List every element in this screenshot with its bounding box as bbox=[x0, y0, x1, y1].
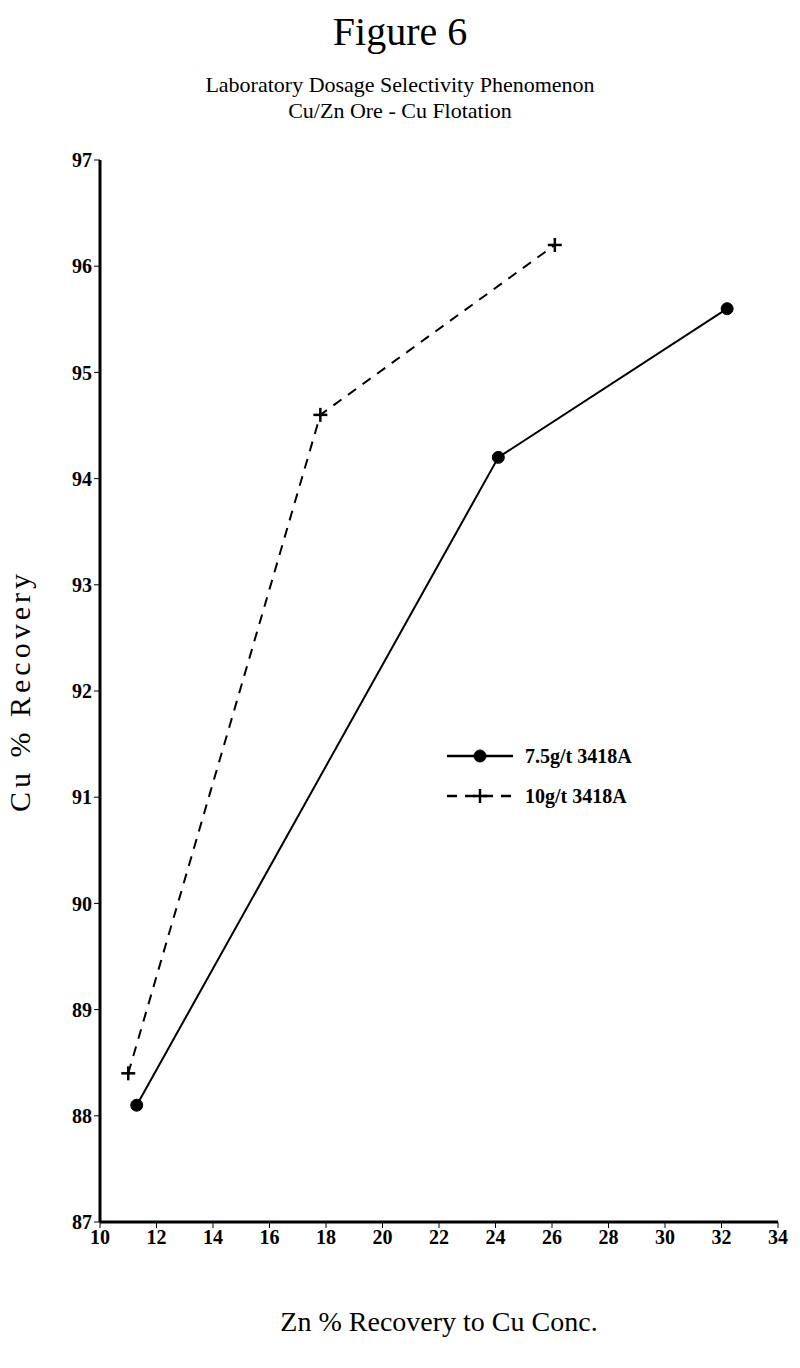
svg-text:97: 97 bbox=[72, 149, 92, 171]
html-text:Zn % Recovery to Cu Conc.: Zn % Recovery to Cu Conc. bbox=[280, 1306, 598, 1337]
svg-text:92: 92 bbox=[72, 680, 92, 702]
svg-text:96: 96 bbox=[72, 255, 92, 277]
html-text:Laboratory Dosage Selectivity: Laboratory Dosage Selectivity Phenomenon bbox=[205, 72, 595, 97]
html-text:10g/t 3418A: 10g/t 3418A bbox=[525, 784, 627, 807]
svg-text:24: 24 bbox=[486, 1226, 506, 1248]
svg-text:34: 34 bbox=[768, 1226, 788, 1248]
svg-text:10: 10 bbox=[90, 1226, 110, 1248]
svg-text:95: 95 bbox=[72, 362, 92, 384]
svg-text:28: 28 bbox=[599, 1226, 619, 1248]
svg-text:87: 87 bbox=[72, 1211, 92, 1233]
svg-text:90: 90 bbox=[72, 893, 92, 915]
svg-text:32: 32 bbox=[712, 1226, 732, 1248]
svg-text:93: 93 bbox=[72, 574, 92, 596]
html-text:Cu/Zn Ore - Cu Flotation: Cu/Zn Ore - Cu Flotation bbox=[288, 98, 512, 123]
svg-text:18: 18 bbox=[316, 1226, 336, 1248]
svg-text:16: 16 bbox=[260, 1226, 280, 1248]
svg-text:30: 30 bbox=[655, 1226, 675, 1248]
svg-text:94: 94 bbox=[72, 468, 92, 490]
svg-text:14: 14 bbox=[203, 1226, 223, 1248]
svg-text:88: 88 bbox=[72, 1105, 92, 1127]
html-text:Cu % Recovery: Cu % Recovery bbox=[3, 570, 36, 812]
svg-text:20: 20 bbox=[373, 1226, 393, 1248]
svg-text:12: 12 bbox=[147, 1226, 167, 1248]
svg-text:91: 91 bbox=[72, 786, 92, 808]
svg-text:22: 22 bbox=[429, 1226, 449, 1248]
html-text:7.5g/t 3418A: 7.5g/t 3418A bbox=[525, 744, 632, 767]
svg-text:26: 26 bbox=[542, 1226, 562, 1248]
html-text:Figure 6: Figure 6 bbox=[332, 9, 468, 54]
svg-text:89: 89 bbox=[72, 999, 92, 1021]
